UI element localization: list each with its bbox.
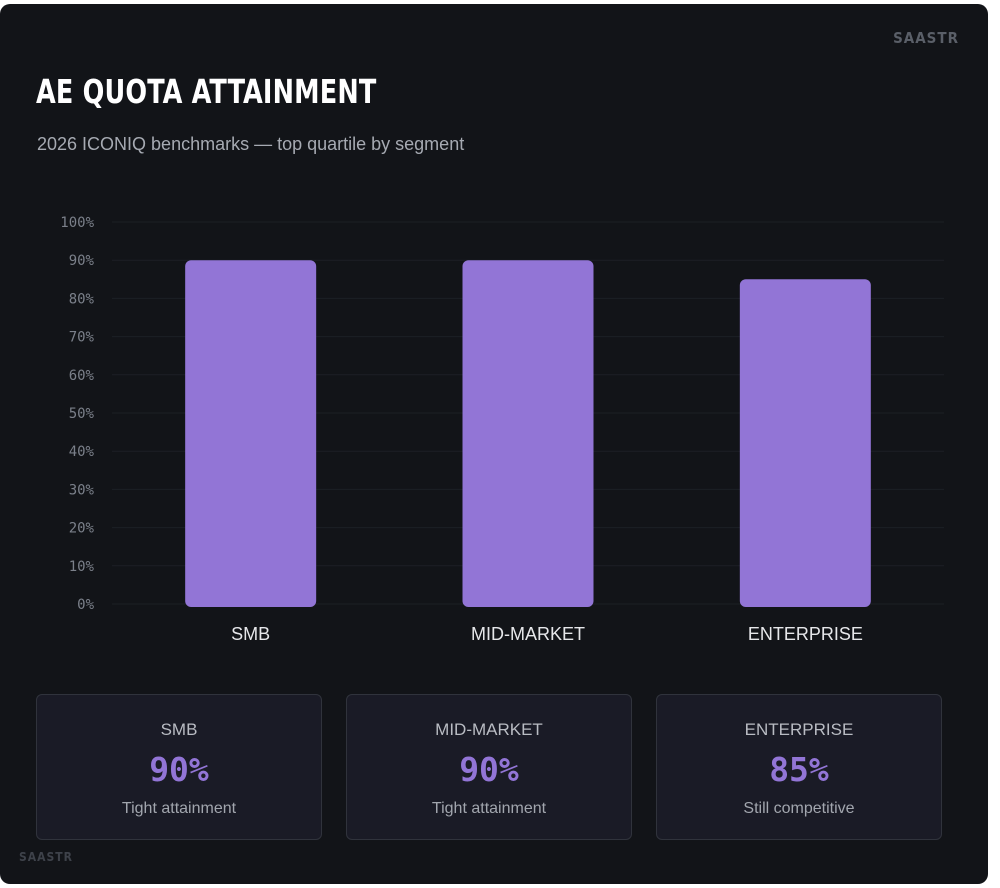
brand-logo-top: SAASTR xyxy=(893,29,959,47)
y-tick-label: 50% xyxy=(69,406,95,422)
y-tick-label: 20% xyxy=(69,521,95,537)
stat-card-mid-market: MID-MARKET 90% Tight attainment xyxy=(346,694,632,840)
y-tick-label: 90% xyxy=(69,253,95,269)
y-tick-label: 10% xyxy=(69,559,95,575)
bar-mid-market xyxy=(462,260,594,607)
y-tick-label: 80% xyxy=(69,291,95,307)
stat-card-enterprise: ENTERPRISE 85% Still competitive xyxy=(656,694,942,840)
bar-chart: 0% 10% 20% 30% 40% 50% 60% 70% 80% 90% 100% SMB MID-… xyxy=(60,215,944,644)
x-category-label: ENTERPRISE xyxy=(748,624,863,644)
y-tick-label: 100% xyxy=(60,215,94,231)
y-tick-label: 30% xyxy=(69,482,95,498)
stat-note: Tight attainment xyxy=(121,800,237,817)
stat-label: ENTERPRISE xyxy=(744,720,854,739)
y-tick-label: 60% xyxy=(69,368,95,384)
stat-value: 85% xyxy=(769,750,829,789)
x-category-label: MID-MARKET xyxy=(471,624,585,644)
stat-note: Tight attainment xyxy=(431,800,547,817)
y-tick-label: 70% xyxy=(69,330,95,346)
stat-label: MID-MARKET xyxy=(435,720,543,739)
stat-value: 90% xyxy=(459,750,519,789)
bar-smb xyxy=(185,260,317,607)
stat-card-smb: SMB 90% Tight attainment xyxy=(36,694,322,840)
stat-value: 90% xyxy=(149,750,209,789)
chart-card: SAASTR AE QUOTA ATTAINMENT 2026 ICONIQ b… xyxy=(0,4,988,884)
bar-enterprise xyxy=(739,279,871,607)
y-tick-label: 0% xyxy=(77,597,94,613)
y-tick-label: 40% xyxy=(69,444,95,460)
brand-logo-bottom: SAASTR xyxy=(19,850,73,864)
stat-note: Still competitive xyxy=(743,800,855,817)
stat-label: SMB xyxy=(160,720,198,739)
page-title: AE QUOTA ATTAINMENT xyxy=(36,72,377,111)
x-category-label: SMB xyxy=(231,624,270,644)
page-subtitle: 2026 ICONIQ benchmarks — top quartile by… xyxy=(37,134,465,154)
